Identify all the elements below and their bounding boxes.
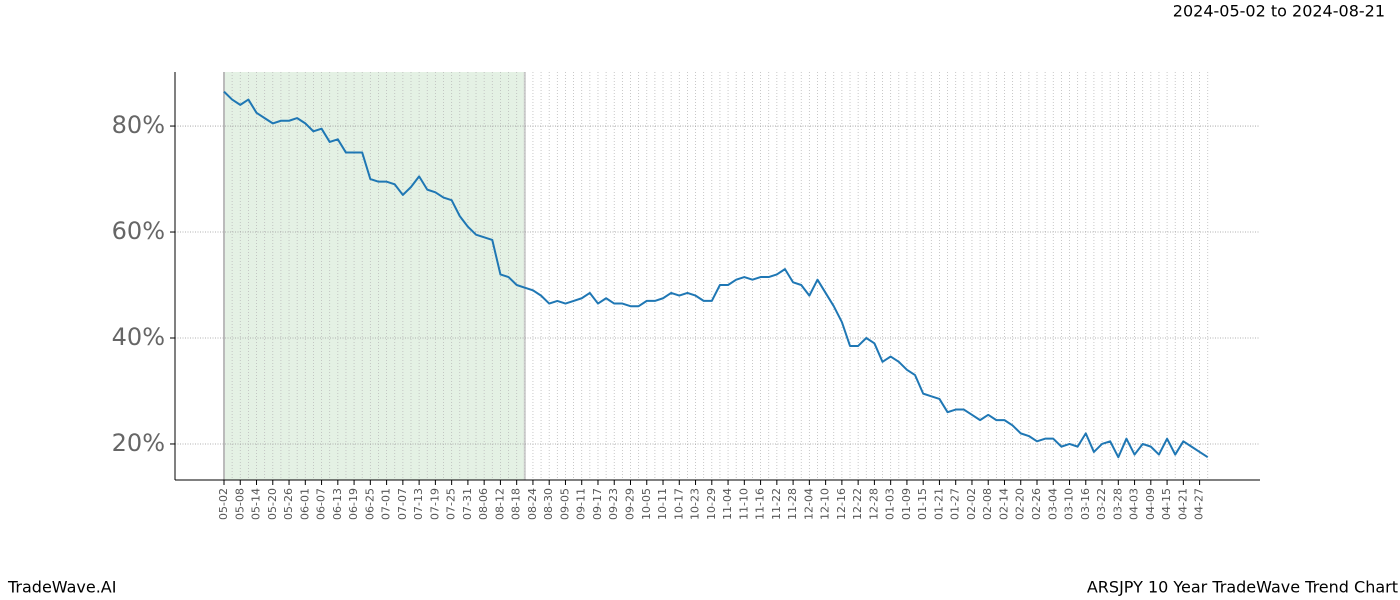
x-tick-label: 04-21	[1176, 488, 1189, 520]
x-tick-label: 03-10	[1063, 488, 1076, 520]
x-tick-label: 02-20	[1014, 488, 1027, 520]
x-tick-label: 07-13	[412, 488, 425, 520]
y-tick-label: 80%	[112, 111, 165, 139]
x-tick-label: 09-23	[607, 488, 620, 520]
x-tick-label: 04-09	[1144, 488, 1157, 520]
footer-right: ARSJPY 10 Year TradeWave Trend Chart	[1087, 578, 1398, 597]
x-tick-label: 09-05	[558, 488, 571, 520]
x-tick-label: 12-10	[819, 488, 832, 520]
highlight-window	[224, 72, 525, 480]
x-tick-label: 07-25	[445, 488, 458, 520]
x-tick-label: 11-22	[770, 488, 783, 520]
x-tick-label: 07-19	[428, 488, 441, 520]
x-tick-label: 10-11	[656, 488, 669, 520]
x-tick-label: 08-12	[493, 488, 506, 520]
x-tick-label: 02-08	[981, 488, 994, 520]
x-tick-label: 02-02	[965, 488, 978, 520]
x-tick-label: 10-05	[640, 488, 653, 520]
x-tick-label: 06-07	[315, 488, 328, 520]
x-tick-label: 06-19	[347, 488, 360, 520]
x-tick-label: 12-22	[851, 488, 864, 520]
x-tick-label: 06-13	[331, 488, 344, 520]
x-tick-label: 08-18	[510, 488, 523, 520]
x-tick-label: 05-02	[217, 488, 230, 520]
x-tick-label: 03-28	[1111, 488, 1124, 520]
x-tick-label: 08-24	[526, 488, 539, 520]
x-tick-label: 07-31	[461, 488, 474, 520]
x-tick-label: 11-16	[754, 488, 767, 520]
x-tick-label: 05-26	[282, 488, 295, 520]
x-tick-label: 02-14	[997, 488, 1010, 520]
x-tick-label: 07-07	[396, 488, 409, 520]
x-tick-label: 05-20	[266, 488, 279, 520]
x-tick-label: 07-01	[380, 488, 393, 520]
x-tick-label: 10-23	[689, 488, 702, 520]
x-tick-label: 09-17	[591, 488, 604, 520]
x-tick-label: 04-15	[1160, 488, 1173, 520]
x-tick-label: 05-14	[250, 488, 263, 520]
x-tick-label: 06-01	[298, 488, 311, 520]
x-tick-label: 01-21	[932, 488, 945, 520]
x-tick-label: 01-09	[900, 488, 913, 520]
x-tick-label: 10-29	[705, 488, 718, 520]
x-tick-label: 12-16	[835, 488, 848, 520]
x-tick-label: 01-15	[916, 488, 929, 520]
trend-line	[223, 90, 1209, 459]
x-tick-label: 01-27	[949, 488, 962, 520]
x-tick-label: 04-03	[1128, 488, 1141, 520]
subtitle: 2024-05-02 to 2024-08-21	[1173, 2, 1385, 21]
x-tick-label: 03-04	[1046, 488, 1059, 520]
x-tick-label: 11-04	[721, 488, 734, 520]
x-tick-label: 11-28	[786, 488, 799, 520]
x-tick-label: 12-28	[867, 488, 880, 520]
y-tick-label: 20%	[112, 429, 165, 457]
x-tick-label: 06-25	[363, 488, 376, 520]
x-tick-label: 04-27	[1193, 488, 1206, 520]
x-tick-label: 09-11	[575, 488, 588, 520]
x-tick-label: 11-10	[737, 488, 750, 520]
x-tick-label: 10-17	[672, 488, 685, 520]
y-tick-label: 40%	[112, 323, 165, 351]
x-tick-label: 09-29	[624, 488, 637, 520]
y-tick-label: 60%	[112, 217, 165, 245]
x-tick-label: 01-03	[884, 488, 897, 520]
x-tick-label: 08-30	[542, 488, 555, 520]
x-tick-label: 02-26	[1030, 488, 1043, 520]
footer-left: TradeWave.AI	[7, 578, 116, 597]
x-tick-label: 12-04	[802, 488, 815, 520]
x-tick-label: 03-22	[1095, 488, 1108, 520]
x-tick-label: 03-16	[1079, 488, 1092, 520]
x-tick-label: 08-06	[477, 488, 490, 520]
x-tick-label: 05-08	[233, 488, 246, 520]
